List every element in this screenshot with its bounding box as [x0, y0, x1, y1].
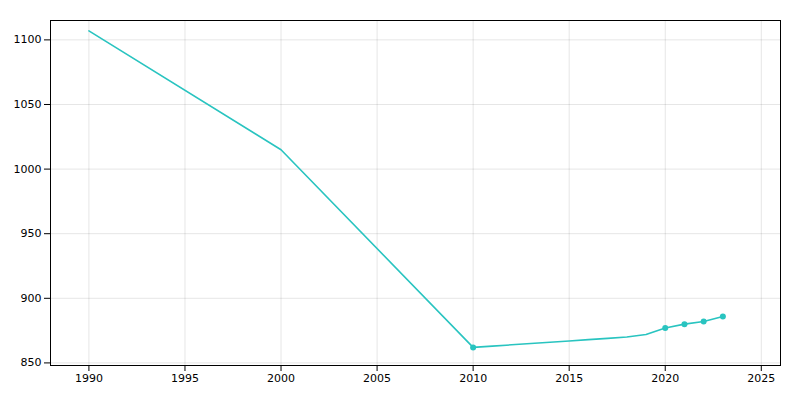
svg-text:1050: 1050 [14, 98, 42, 111]
svg-text:2010: 2010 [459, 372, 487, 385]
svg-text:2005: 2005 [363, 372, 391, 385]
svg-text:2020: 2020 [651, 372, 679, 385]
svg-text:2015: 2015 [555, 372, 583, 385]
svg-text:850: 850 [21, 356, 42, 369]
svg-text:1995: 1995 [171, 372, 199, 385]
svg-text:1100: 1100 [14, 33, 42, 46]
svg-text:1000: 1000 [14, 163, 42, 176]
svg-text:2000: 2000 [267, 372, 295, 385]
svg-text:1990: 1990 [75, 372, 103, 385]
svg-text:900: 900 [21, 292, 42, 305]
svg-text:950: 950 [21, 227, 42, 240]
svg-text:2025: 2025 [747, 372, 775, 385]
